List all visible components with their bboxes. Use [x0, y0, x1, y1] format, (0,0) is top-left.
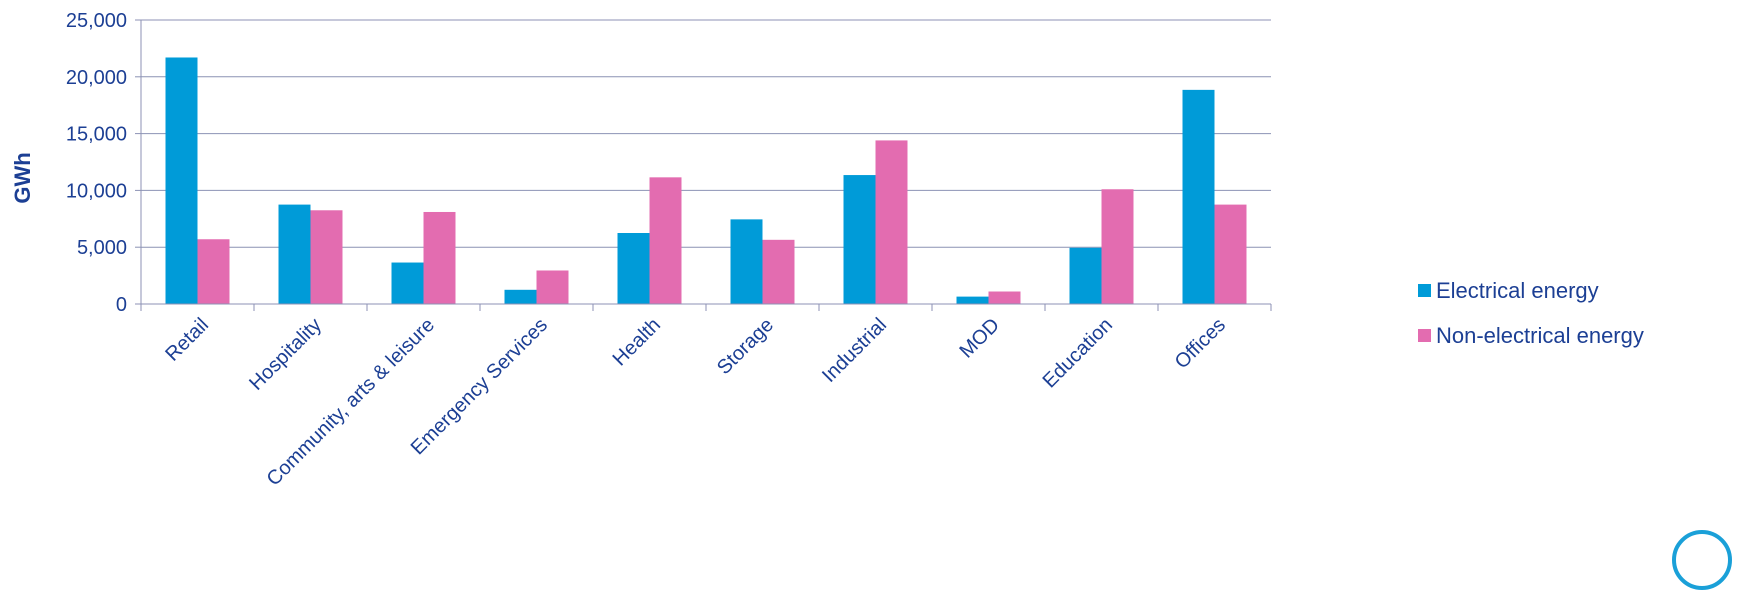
y-axis-label: GWh	[10, 152, 35, 203]
x-tick-label: Education	[1039, 314, 1117, 392]
bar-electrical-5	[730, 219, 763, 304]
legend: Electrical energy Non-electrical energy	[1418, 268, 1644, 358]
bars	[165, 57, 1247, 304]
bar-electrical-9	[1182, 89, 1215, 304]
legend-label-non-electrical: Non-electrical energy	[1436, 322, 1644, 348]
bar-electrical-2	[391, 262, 424, 304]
y-tick-label: 0	[116, 294, 127, 316]
bar-non-electrical-3	[536, 270, 569, 304]
bar-electrical-1	[278, 204, 311, 304]
bar-electrical-4	[617, 233, 650, 304]
legend-item-non-electrical: Non-electrical energy	[1418, 313, 1644, 358]
bar-non-electrical-7	[988, 291, 1021, 304]
bar-non-electrical-2	[423, 211, 456, 304]
bar-non-electrical-8	[1101, 189, 1134, 304]
bar-electrical-6	[843, 175, 876, 304]
bar-non-electrical-1	[310, 210, 343, 304]
bar-electrical-3	[504, 289, 537, 304]
y-tick-label: 15,000	[66, 124, 127, 146]
bar-electrical-8	[1069, 247, 1102, 304]
x-tick-label: Storage	[713, 314, 778, 379]
bar-non-electrical-5	[762, 239, 795, 304]
bar-non-electrical-6	[875, 140, 908, 304]
x-tick-label: Industrial	[818, 314, 891, 387]
circle-logo-icon	[1672, 530, 1732, 590]
bar-electrical-0	[165, 57, 198, 304]
y-tick-labels: 0 5,000 10,000 15,000 20,000 25,000	[66, 10, 127, 316]
bar-non-electrical-9	[1214, 204, 1247, 304]
x-tick-label: MOD	[955, 314, 1004, 363]
y-tick-label: 5,000	[77, 237, 127, 259]
bar-non-electrical-0	[197, 239, 230, 304]
y-tick-label: 25,000	[66, 10, 127, 32]
y-tick-label: 20,000	[66, 67, 127, 89]
legend-swatch-non-electrical	[1418, 329, 1431, 342]
x-tick-label: Offices	[1171, 314, 1230, 373]
legend-item-electrical: Electrical energy	[1418, 268, 1644, 313]
x-tick-label: Hospitality	[245, 314, 326, 395]
x-tick-label: Retail	[161, 314, 213, 366]
bar-electrical-7	[956, 296, 989, 304]
x-tick-label: Health	[609, 314, 665, 370]
legend-label-electrical: Electrical energy	[1436, 277, 1599, 303]
axes	[140, 20, 1272, 311]
y-tick-label: 10,000	[66, 180, 127, 202]
bar-non-electrical-4	[649, 177, 682, 304]
legend-swatch-electrical	[1418, 284, 1431, 297]
